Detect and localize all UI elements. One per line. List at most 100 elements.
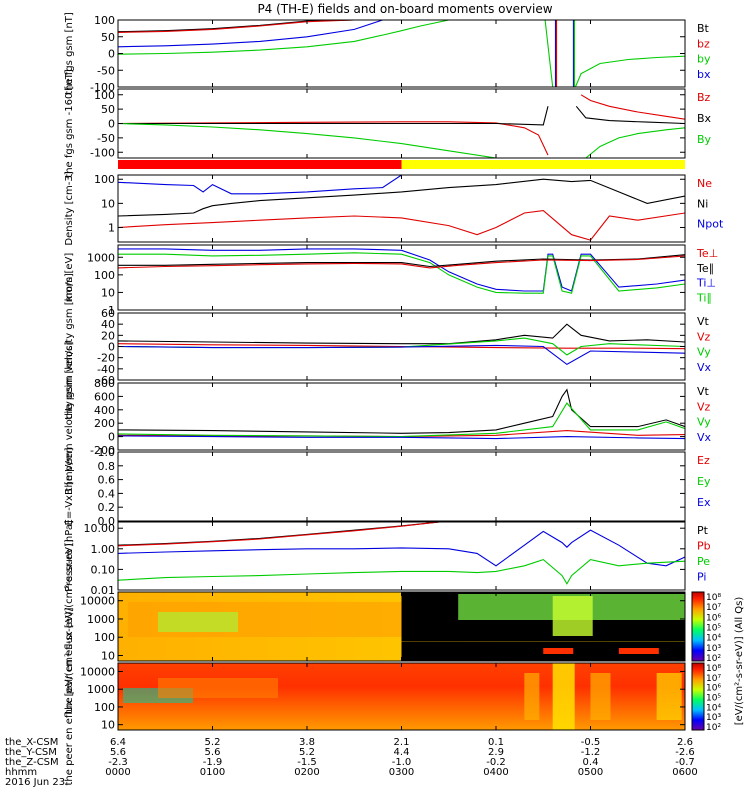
series-Te⊥-line [118,255,685,269]
series-Bx-line [118,106,549,126]
legend-Ti∥: Ti∥ [696,291,712,304]
series-Ni-line [118,178,685,217]
y-tick-label: -50 [97,64,115,77]
legend-Ey: Ey [697,475,711,488]
legend-Te⊥: Te⊥ [696,247,718,260]
ephemeris-value: -0.7 [675,757,695,768]
colorbar-tick-label: 10⁵ [706,694,721,704]
series-Pe-line [118,558,685,585]
colorbars-group: 10⁸10⁷10⁶10⁵10⁴10³10²10⁸10⁷10⁶10⁵10⁴10³1… [691,591,745,733]
ephemeris-value: 6.4 [110,737,126,748]
y-axis-label: the fgs gsm [nT] [64,12,75,95]
y-tick-label: 0.01 [91,584,116,597]
colorbar-tick-label: 10⁷ [706,603,721,613]
y-tick-label: 10 [101,650,115,663]
series-Vx-line [118,344,685,366]
series-Ti⊥-line [118,248,685,292]
ephemeris-value: 3.8 [299,737,315,748]
ephemeris-value: 0100 [200,767,225,778]
legend-Vx: Vx [697,431,712,444]
spectrogram-patch [158,678,278,698]
spectrogram-patch [618,648,659,654]
y-tick-label: 0 [108,118,115,131]
y-tick-label: 0.2 [98,501,116,514]
legend-Vx: Vx [697,361,712,374]
y-tick-label: 10000 [80,665,115,678]
ephemeris-value: -1.2 [581,747,601,758]
colorbar-tick-label: 10³ [706,644,721,654]
mode-bar-segment-1 [401,160,685,169]
y-axis-label: the fgs gsm -160 [nT] [64,69,75,178]
ephemeris-value: 0.4 [583,757,599,768]
y-tick-label: 10 [101,719,115,732]
legend-Vz: Vz [697,400,711,413]
series-Bz-line [118,121,549,156]
series-bx-line [118,20,383,48]
colorbar-tick-label: 10⁸ [706,593,721,603]
y-tick-label: 10 [101,286,115,299]
y-tick-label: -200 [90,444,115,457]
y-tick-label: 400 [94,404,115,417]
y-axis-label: mom [eV] [64,253,75,303]
legend-Vy: Vy [697,416,711,429]
series-Vt-line [118,323,685,345]
y-tick-label: -100 [90,81,115,94]
legend-By: By [697,133,712,146]
spectrogram-patch [552,663,575,730]
legend-Npot: Npot [697,218,724,231]
panel-8: 10.00 1.00 0.10 0.01 Pressure [nPa] Pt Pb Pe Pi [64,520,711,597]
legend-Bz: Bz [697,91,711,104]
ephemeris-value: -1.0 [392,757,412,768]
colorbar-tick-label: 10³ [706,713,721,723]
spectrogram-patch [656,673,682,720]
spectrogram-patch [543,648,574,654]
y-axis-label: Density [cm-3] [64,171,75,245]
ephemeris-value: 5.6 [205,747,221,758]
y-tick-label: 40 [101,318,115,331]
panel-0: 100 50 0 -50 -100 the fgs gsm [nT] Bt bz by bx [64,12,711,95]
y-tick-label: 100 [94,173,115,186]
figure-title: P4 (TH-E) fields and on-board moments ov… [257,2,552,16]
spectrogram-9 [118,592,685,661]
series-Pb-line [118,522,440,547]
y-tick-label: 0.6 [98,474,116,487]
legend-Vt: Vt [697,315,710,328]
series-by-c-line [574,55,685,87]
y-tick-label: -100 [90,146,115,159]
ephemeris-value: 0300 [389,767,414,778]
y-tick-label: 100 [94,631,115,644]
legend-Ni: Ni [697,197,708,210]
y-tick-label: 50 [101,31,115,44]
y-axis-label: the peer en eflux [eV/(cm²-s-sr-eV)] [64,607,75,785]
y-tick-label: -50 [97,132,115,145]
y-tick-label: 600 [94,390,115,403]
y-tick-label: -60 [97,374,115,387]
y-tick-label: 50 [101,103,115,116]
legend-Vt: Vt [697,385,710,398]
colorbar-tick-label: 10⁶ [706,684,721,694]
y-tick-label: 1.00 [91,543,116,556]
y-tick-label: 0 [108,431,115,444]
series-Vx-line [118,435,685,440]
ephemeris-row-label: the_X-CSM [5,737,58,748]
colorbar-tick-label: 10² [706,654,721,664]
ephemeris-row-label: the_Z-CSM [5,757,59,768]
ephemeris-value: 0000 [105,767,130,778]
panel-frame [117,382,686,451]
legend-Bx: Bx [697,112,712,125]
colorbar-tick-label: 10⁴ [706,634,721,644]
y-tick-label: 0 [108,48,115,61]
y-tick-label: 1 [108,304,115,317]
panel-7: 1.00.80.60.40.20.0 E=-VxB [mV/m] Ez Ey Ex [64,446,711,528]
ephemeris-value: 2.6 [677,737,693,748]
ephemeris-value: -1.9 [203,757,223,768]
ephemeris-value: 0.1 [488,737,504,748]
legend-Bt: Bt [697,22,710,35]
spectrogram-patch [158,612,238,632]
ephemeris-value: -2.3 [108,757,128,768]
